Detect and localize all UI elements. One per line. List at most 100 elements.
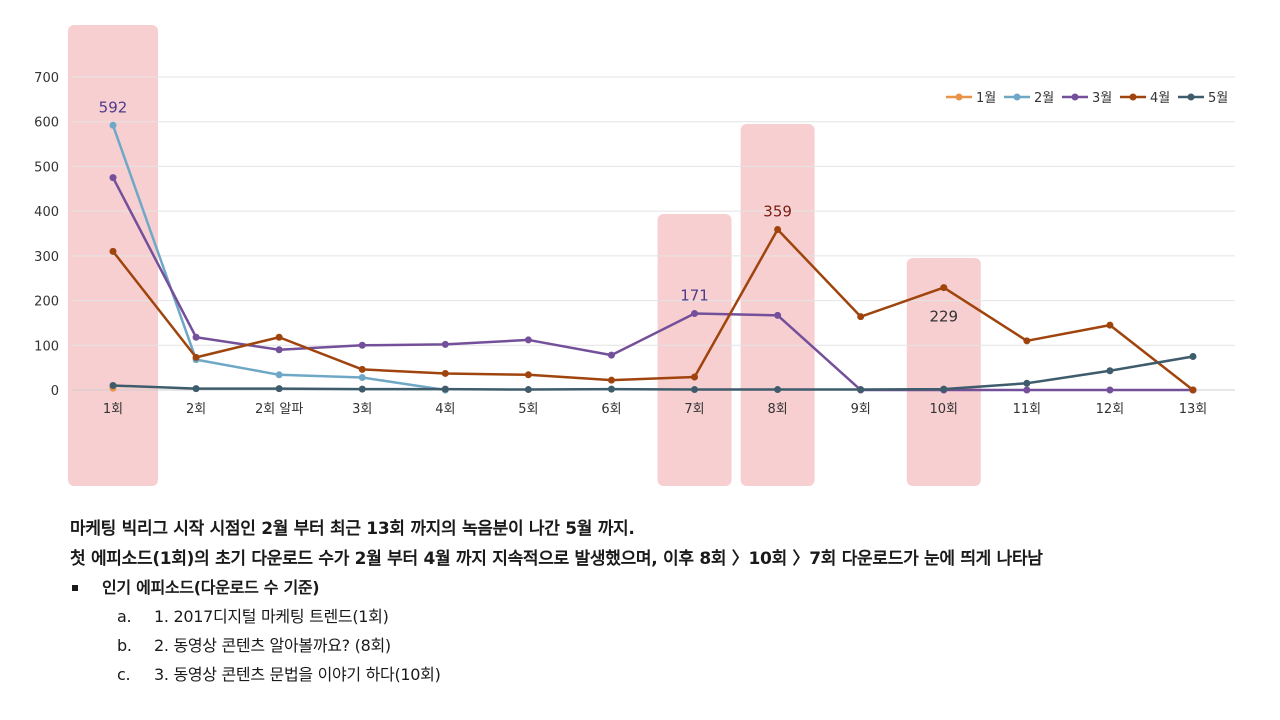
square-bullet-icon <box>72 585 78 591</box>
list-marker: c. <box>117 665 131 684</box>
data-point <box>1106 367 1114 375</box>
y-tick-label: 600 <box>34 116 59 131</box>
y-tick-label: 0 <box>51 384 59 399</box>
data-point <box>940 385 948 393</box>
x-tick-label: 5회 <box>518 402 538 417</box>
x-tick-label: 1회 <box>103 402 123 417</box>
data-point <box>358 365 366 373</box>
legend-label: 1월 <box>976 91 996 106</box>
list-item-text: 2. 동영상 콘텐츠 알아볼까요? (8회) <box>154 636 391 655</box>
legend-label: 4월 <box>1150 91 1170 106</box>
list-item: a. 1. 2017디지털 마케팅 트렌드(1회) <box>70 602 1260 631</box>
x-tick-label: 12회 <box>1096 402 1125 417</box>
data-point <box>275 371 283 379</box>
data-point <box>940 284 948 292</box>
data-label: 359 <box>763 202 792 220</box>
data-point <box>1106 386 1114 394</box>
popular-episodes-heading: 인기 에피소드(다운로드 수 기준) <box>70 574 1260 602</box>
y-tick-label: 400 <box>34 205 59 220</box>
data-point <box>275 346 283 354</box>
data-point <box>857 386 865 394</box>
series-line <box>111 176 1195 392</box>
data-point <box>691 310 699 318</box>
y-tick-label: 700 <box>34 71 59 86</box>
x-tick-label: 2회 <box>186 402 206 417</box>
data-label: 592 <box>99 98 128 116</box>
legend-swatch-marker <box>1013 93 1021 101</box>
series-line <box>111 228 1195 392</box>
data-point <box>607 376 615 384</box>
list-marker: a. <box>117 607 132 626</box>
data-point <box>774 311 782 319</box>
notes: 마케팅 빅리그 시작 시점인 2월 부터 최근 13회 까지의 녹음분이 나간 … <box>70 514 1260 689</box>
data-point <box>275 333 283 341</box>
data-label: 171 <box>680 287 709 305</box>
x-tick-label: 8회 <box>767 402 787 417</box>
data-label: 229 <box>929 308 958 326</box>
summary-line-2: 첫 에피소드(1회)의 초기 다운로드 수가 2월 부터 4월 까지 지속적으로… <box>70 549 1043 569</box>
data-point <box>1023 386 1031 394</box>
list-item-text: 3. 동영상 콘텐츠 문법을 이야기 하다(10회) <box>154 665 441 684</box>
data-point <box>441 385 449 393</box>
data-point <box>691 386 699 394</box>
y-tick-label: 500 <box>34 160 59 175</box>
popular-episodes-list: a. 1. 2017디지털 마케팅 트렌드(1회) b. 2. 동영상 콘텐츠 … <box>70 602 1260 689</box>
data-point <box>109 382 117 390</box>
legend-swatch-marker <box>955 93 963 101</box>
data-point <box>358 373 366 381</box>
data-point <box>857 313 865 321</box>
line-chart: 0 100 200 300 400 500 600 700 1회 2회 2회 알파 3회 4회 5회 6회 7… <box>34 25 1235 486</box>
legend-swatch-marker <box>1129 93 1137 101</box>
data-point <box>524 371 532 379</box>
highlight-band <box>740 124 815 486</box>
x-tick-label: 13회 <box>1179 402 1208 417</box>
data-point <box>109 174 117 182</box>
legend-label: 2월 <box>1034 91 1054 106</box>
data-point <box>1189 352 1197 360</box>
x-tick-label: 4회 <box>435 402 455 417</box>
legend-swatch-marker <box>1187 93 1195 101</box>
data-point <box>774 386 782 394</box>
highlight-band <box>657 214 732 486</box>
list-item-text: 1. 2017디지털 마케팅 트렌드(1회) <box>154 607 389 626</box>
data-point <box>192 333 200 341</box>
y-tick-label: 300 <box>34 250 59 265</box>
data-point <box>1106 321 1114 329</box>
data-point <box>1023 337 1031 345</box>
data-point <box>524 386 532 394</box>
data-point <box>607 385 615 393</box>
data-point <box>774 225 782 233</box>
data-point <box>691 373 699 381</box>
legend-label: 5월 <box>1208 91 1228 106</box>
data-point <box>1189 386 1197 394</box>
highlight-band <box>906 258 981 486</box>
series-line <box>111 355 1195 391</box>
y-tick-label: 100 <box>34 339 59 354</box>
x-tick-label: 11회 <box>1013 402 1042 417</box>
data-point <box>109 121 117 129</box>
data-point <box>607 351 615 359</box>
data-point <box>358 385 366 393</box>
data-point <box>358 341 366 349</box>
list-marker: b. <box>117 636 132 655</box>
data-point <box>109 247 117 255</box>
list-item: b. 2. 동영상 콘텐츠 알아볼까요? (8회) <box>70 631 1260 660</box>
data-point <box>524 336 532 344</box>
x-tick-label: 10회 <box>930 402 959 417</box>
x-tick-label: 2회 알파 <box>255 402 303 417</box>
list-item: c. 3. 동영상 콘텐츠 문법을 이야기 하다(10회) <box>70 660 1260 689</box>
legend-swatch-marker <box>1071 93 1079 101</box>
x-tick-label: 3회 <box>352 402 372 417</box>
data-point <box>1023 379 1031 387</box>
summary-line-1: 마케팅 빅리그 시작 시점인 2월 부터 최근 13회 까지의 녹음분이 나간 … <box>70 519 635 539</box>
data-point <box>192 353 200 361</box>
data-point <box>441 340 449 348</box>
data-point <box>441 369 449 377</box>
x-tick-label: 7회 <box>684 402 704 417</box>
popular-episodes-label: 인기 에피소드(다운로드 수 기준) <box>102 578 320 597</box>
x-tick-label: 6회 <box>601 402 621 417</box>
legend-label: 3월 <box>1092 91 1112 106</box>
data-point <box>275 385 283 393</box>
y-tick-label: 200 <box>34 295 59 310</box>
data-point <box>192 385 200 393</box>
